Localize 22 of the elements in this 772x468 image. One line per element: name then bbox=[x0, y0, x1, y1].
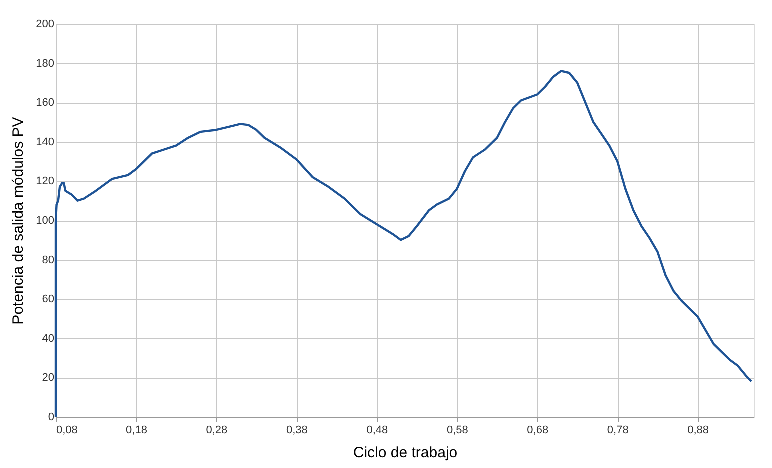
y-tick-label: 120 bbox=[36, 176, 54, 188]
y-tick-label: 20 bbox=[42, 372, 54, 384]
x-tick-label: 0,68 bbox=[527, 424, 549, 436]
y-tick-label: 180 bbox=[36, 58, 54, 70]
y-tick-label: 80 bbox=[42, 254, 54, 266]
x-tick-label: 0,18 bbox=[126, 424, 148, 436]
y-axis-title: Potencia de salida módulos PV bbox=[10, 117, 28, 325]
x-tick-label: 0,78 bbox=[607, 424, 629, 436]
y-tick-label: 200 bbox=[36, 18, 54, 30]
y-tick-label: 100 bbox=[36, 215, 54, 227]
y-tick-label: 40 bbox=[42, 332, 54, 345]
y-tick-label: 160 bbox=[36, 97, 54, 110]
x-tick-label: 0,28 bbox=[206, 424, 228, 436]
y-tick-label: 60 bbox=[42, 294, 54, 306]
x-axis-title: Ciclo de trabajo bbox=[353, 444, 458, 462]
x-tick-label: 0,88 bbox=[688, 424, 710, 436]
x-tick-label: 0,38 bbox=[286, 424, 308, 436]
y-tick-label: 0 bbox=[48, 412, 54, 424]
x-tick-label: 0,58 bbox=[446, 424, 468, 436]
x-tick-label: 0,08 bbox=[56, 424, 78, 436]
x-tick-label: 0,48 bbox=[366, 424, 388, 436]
y-tick-label: 140 bbox=[36, 136, 54, 148]
